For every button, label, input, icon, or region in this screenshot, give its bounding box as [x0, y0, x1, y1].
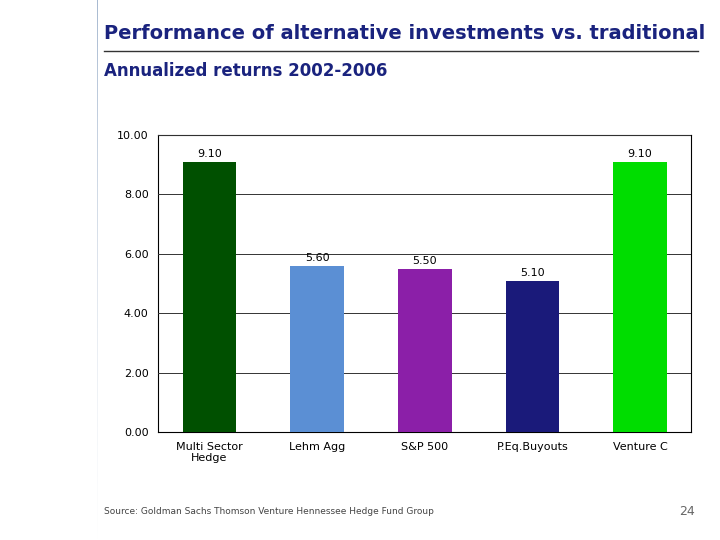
- Text: 9.10: 9.10: [628, 150, 652, 159]
- Bar: [505, 280, 559, 432]
- Text: Source: Goldman Sachs Thomson Venture Hennessee Hedge Fund Group: Source: Goldman Sachs Thomson Venture He…: [104, 507, 434, 516]
- Text: Annualized returns 2002-2006: Annualized returns 2002-2006: [104, 62, 388, 80]
- Bar: [290, 266, 344, 432]
- Text: Performance of alternative investments vs. traditional: Performance of alternative investments v…: [104, 24, 706, 43]
- Bar: [398, 268, 451, 432]
- Polygon shape: [0, 0, 112, 540]
- Text: 5.60: 5.60: [305, 253, 330, 264]
- Text: .: .: [62, 34, 66, 44]
- Bar: [613, 161, 667, 432]
- Text: 9.10: 9.10: [197, 150, 222, 159]
- Text: M&I: M&I: [27, 25, 63, 43]
- Text: 5.10: 5.10: [520, 268, 545, 278]
- Text: 24: 24: [679, 505, 695, 518]
- Bar: [183, 161, 236, 432]
- Text: 5.50: 5.50: [413, 256, 437, 266]
